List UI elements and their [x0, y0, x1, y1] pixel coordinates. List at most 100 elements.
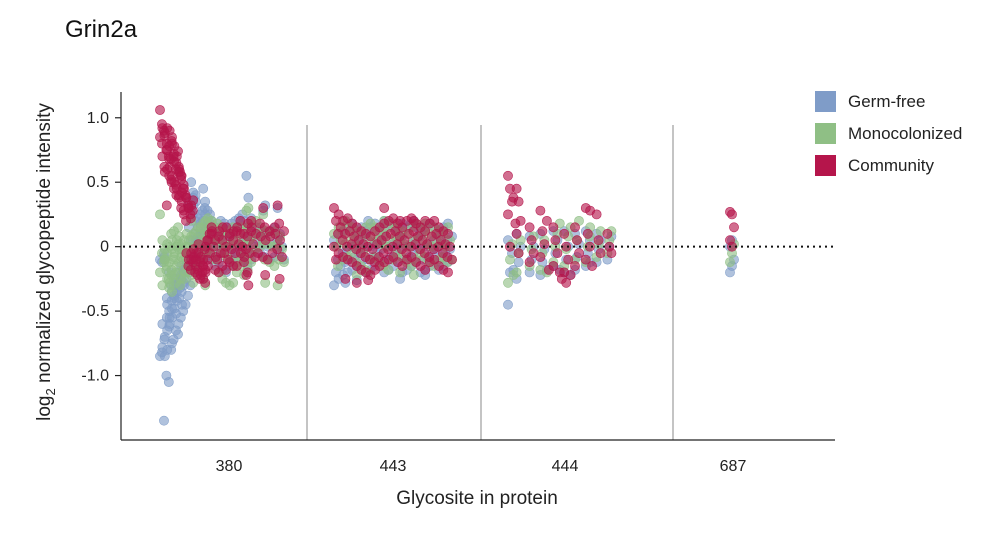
point-monocolonized: [503, 277, 513, 288]
legend-swatch-community: [815, 155, 836, 176]
point-community: [727, 209, 737, 220]
point-community: [524, 257, 535, 267]
point-monocolonized: [173, 222, 183, 233]
point-community: [167, 132, 177, 142]
point-community: [420, 264, 431, 275]
point-community: [173, 146, 183, 157]
y-axis-label: log2 normalized glycopeptide intensity: [34, 103, 58, 421]
point-community: [175, 166, 185, 177]
point-community: [243, 280, 254, 291]
point-community: [177, 187, 187, 198]
data-points: [155, 105, 739, 426]
point-community: [572, 235, 582, 246]
point-community: [570, 222, 580, 233]
point-community: [246, 215, 257, 226]
point-community: [420, 226, 431, 237]
point-community: [510, 218, 521, 229]
point-community: [206, 222, 217, 233]
point-germ-free: [163, 377, 174, 387]
point-community: [602, 228, 613, 239]
point-community: [587, 261, 597, 271]
svg-text:log2 normalized glycopeptide i: log2 normalized glycopeptide intensity: [34, 103, 58, 421]
point-community: [535, 205, 546, 216]
point-community: [729, 222, 739, 233]
point-community: [340, 273, 351, 284]
point-community: [535, 252, 546, 262]
x-tick-label-380: 380: [216, 458, 243, 475]
point-germ-free: [171, 308, 181, 319]
point-community: [272, 200, 283, 211]
point-community: [559, 228, 570, 239]
point-community: [241, 270, 252, 280]
x-tick-label-443: 443: [380, 458, 407, 475]
point-community: [508, 192, 519, 203]
y-tick-label: 1.0: [87, 110, 109, 127]
point-community: [606, 248, 617, 258]
point-community: [443, 228, 453, 239]
point-community: [548, 222, 559, 233]
point-community: [526, 235, 537, 246]
point-monocolonized: [243, 203, 254, 213]
point-community: [447, 254, 457, 265]
y-axis-ticks: 1.0 0.5 0 -0.5 -1.0: [81, 110, 121, 385]
point-community: [542, 215, 552, 226]
point-community: [260, 270, 271, 280]
point-germ-free: [159, 415, 169, 426]
point-community: [503, 170, 513, 181]
point-community: [171, 179, 181, 190]
y-axis-label-log: log: [34, 396, 55, 421]
point-monocolonized: [508, 270, 519, 280]
point-community: [593, 235, 604, 246]
x-tick-label-687: 687: [720, 458, 747, 475]
point-community: [544, 264, 554, 275]
legend-label-monocolonized: Monocolonized: [848, 124, 962, 143]
point-community: [162, 145, 173, 155]
point-monocolonized: [155, 209, 165, 220]
point-community: [198, 261, 209, 271]
legend-swatch-germ-free: [815, 91, 836, 112]
legend: Germ-free Monocolonized Community: [815, 91, 962, 176]
legend-label-community: Community: [848, 156, 934, 175]
point-monocolonized: [408, 270, 419, 280]
point-community: [574, 248, 584, 258]
point-community: [550, 235, 561, 246]
point-germ-free: [198, 183, 209, 194]
x-tick-label-444: 444: [552, 458, 579, 475]
point-germ-free: [241, 170, 252, 181]
point-community: [275, 235, 285, 246]
point-germ-free: [503, 299, 513, 310]
point-monocolonized: [505, 254, 515, 265]
point-community: [513, 248, 524, 258]
point-germ-free: [200, 196, 211, 207]
point-community: [420, 215, 431, 226]
y-tick-label: -1.0: [81, 368, 109, 385]
point-community: [556, 273, 567, 284]
point-community: [511, 228, 522, 239]
point-community: [258, 203, 269, 213]
point-community: [161, 200, 172, 211]
point-community: [239, 257, 249, 267]
point-monocolonized: [228, 277, 239, 288]
point-community: [274, 273, 285, 284]
point-community: [169, 156, 179, 167]
point-community: [395, 215, 405, 226]
point-germ-free: [243, 192, 254, 203]
point-community: [511, 183, 522, 194]
point-community: [570, 261, 580, 271]
point-community: [351, 277, 362, 288]
point-germ-free: [173, 329, 183, 340]
point-community: [379, 203, 390, 213]
point-germ-free: [177, 299, 187, 310]
point-community: [582, 228, 593, 239]
y-axis-label-subscript: 2: [43, 388, 58, 395]
point-community: [200, 277, 211, 288]
point-community: [580, 254, 591, 265]
point-community: [503, 209, 513, 220]
point-community: [537, 226, 548, 237]
point-community: [279, 226, 289, 237]
point-community: [585, 205, 595, 216]
chart-title: Grin2a: [65, 16, 138, 43]
point-community: [277, 252, 287, 262]
point-monocolonized: [175, 280, 185, 291]
